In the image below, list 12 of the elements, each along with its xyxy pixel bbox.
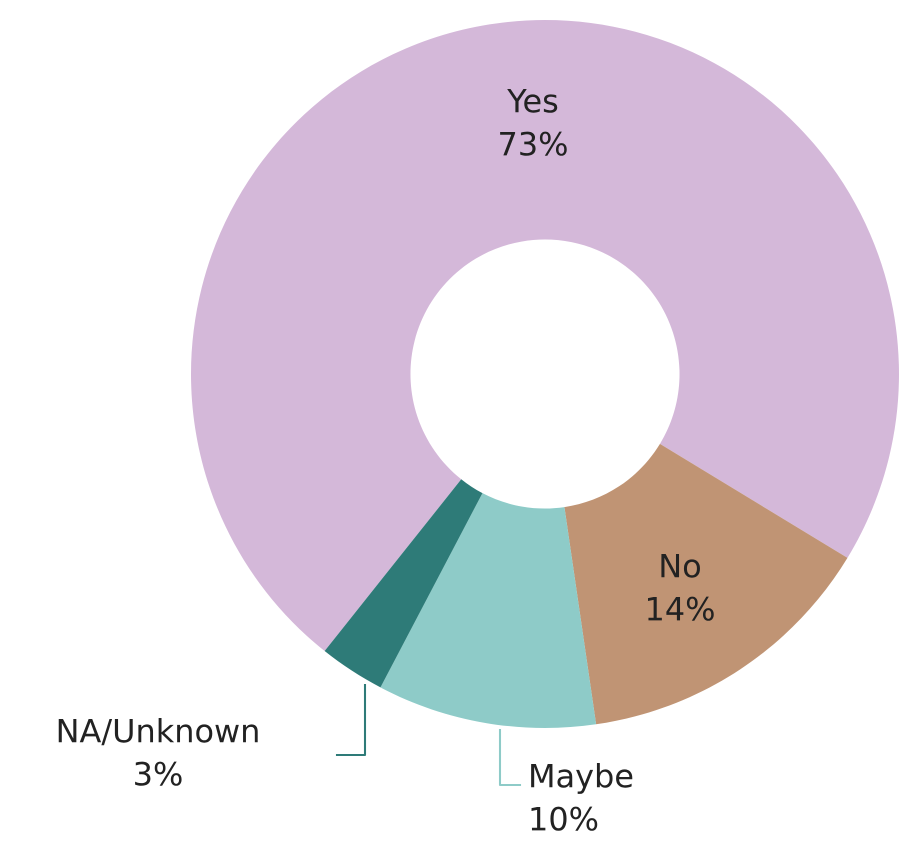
slice-label: No xyxy=(661,554,700,578)
data-label: 3% xyxy=(135,762,182,786)
donut-slice xyxy=(564,444,848,724)
donut-slice xyxy=(380,493,596,728)
slice-label: NA/Unknown xyxy=(58,718,258,746)
slice-label: Yes xyxy=(507,89,558,113)
donut-slice xyxy=(324,479,482,688)
donut-slice xyxy=(191,20,899,652)
data-label: 14% xyxy=(648,596,714,621)
slice-label: Maybe xyxy=(531,763,632,794)
data-label: 10% xyxy=(532,806,598,831)
data-label: 73% xyxy=(500,132,567,156)
